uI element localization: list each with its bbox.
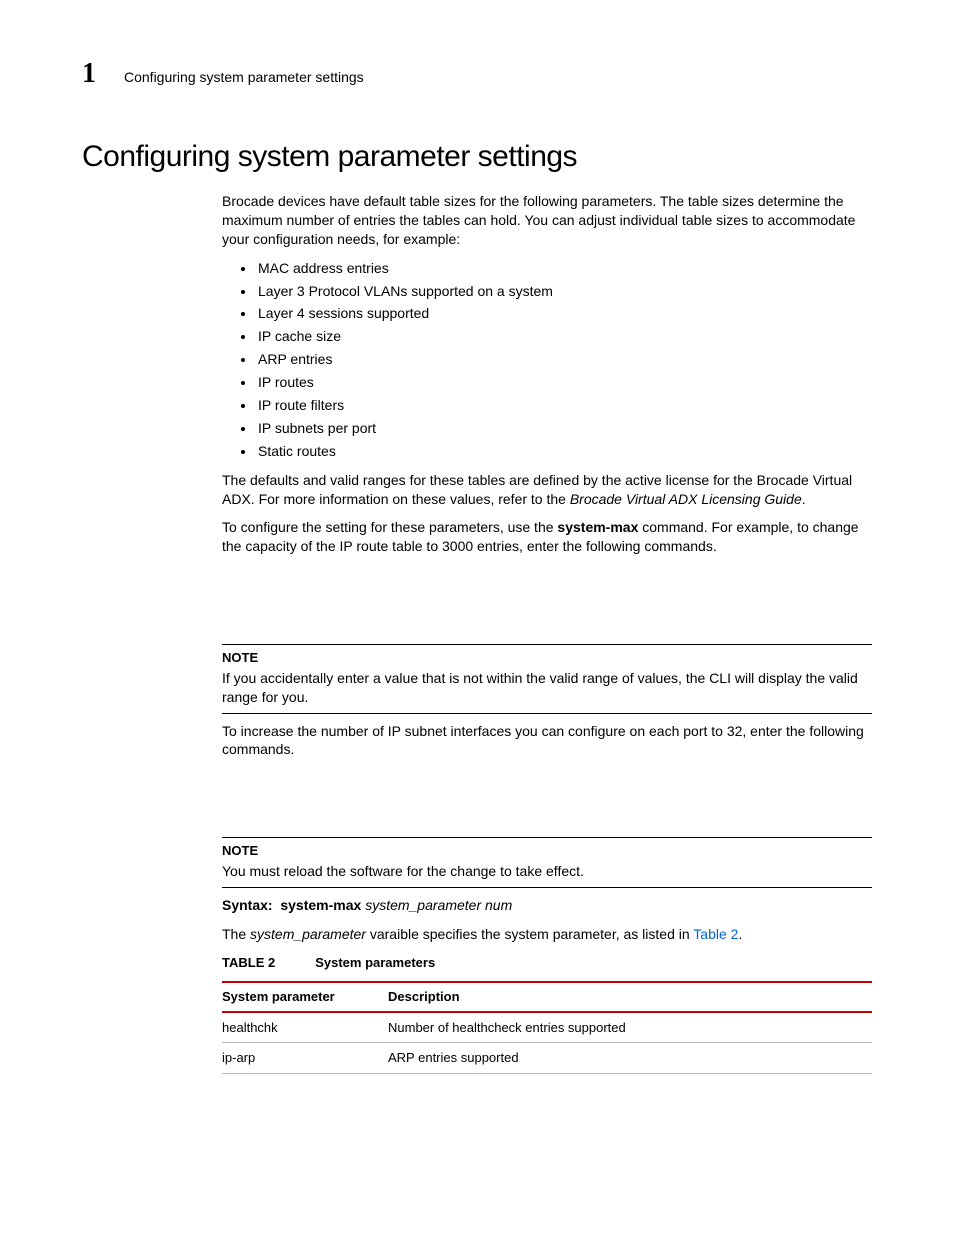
column-header: Description xyxy=(388,982,872,1012)
table-cell: ip-arp xyxy=(222,1043,388,1074)
table-row: ip-arp ARP entries supported xyxy=(222,1043,872,1074)
note-label: NOTE xyxy=(222,842,872,860)
rule xyxy=(222,644,872,645)
table-row: healthchk Number of healthcheck entries … xyxy=(222,1012,872,1043)
running-header: 1 Configuring system parameter settings xyxy=(82,58,872,90)
system-parameters-table: System parameter Description healthchk N… xyxy=(222,981,872,1074)
note-text: You must reload the software for the cha… xyxy=(222,862,872,881)
table-cell: ARP entries supported xyxy=(388,1043,872,1074)
chapter-number: 1 xyxy=(82,58,96,90)
rule xyxy=(222,837,872,838)
text-run: To configure the setting for these param… xyxy=(222,519,557,535)
rule xyxy=(222,887,872,888)
defaults-paragraph: The defaults and valid ranges for these … xyxy=(222,471,872,509)
syntax-line: Syntax: system-max system_parameter num xyxy=(222,896,872,915)
command-name: system-max xyxy=(557,519,638,535)
syntax-args: system_parameter num xyxy=(365,897,512,913)
table-cell: healthchk xyxy=(222,1012,388,1043)
running-title: Configuring system parameter settings xyxy=(124,69,364,85)
spacer xyxy=(222,769,872,819)
page: 1 Configuring system parameter settings … xyxy=(0,0,954,1235)
text-run: . xyxy=(738,926,742,942)
text-run: The xyxy=(222,926,250,942)
syntax-command: system-max xyxy=(280,897,361,913)
list-item: Layer 3 Protocol VLANs supported on a sy… xyxy=(256,282,872,301)
note-text: If you accidentally enter a value that i… xyxy=(222,669,872,707)
table-caption: TABLE 2 System parameters xyxy=(222,954,872,972)
table-xref-link[interactable]: Table 2 xyxy=(693,926,738,942)
spacer xyxy=(222,566,872,626)
table-header-row: System parameter Description xyxy=(222,982,872,1012)
text-run: . xyxy=(802,491,806,507)
doc-title-italic: Brocade Virtual ADX Licensing Guide xyxy=(570,491,802,507)
column-header: System parameter xyxy=(222,982,388,1012)
note-block: NOTE You must reload the software for th… xyxy=(222,837,872,887)
system-parameter-paragraph: The system_parameter varaible specifies … xyxy=(222,925,872,944)
table-title: System parameters xyxy=(315,955,435,970)
table-label: TABLE 2 xyxy=(222,955,275,970)
variable-name: system_parameter xyxy=(250,926,366,942)
section-title: Configuring system parameter settings xyxy=(82,140,872,174)
table-cell: Number of healthcheck entries supported xyxy=(388,1012,872,1043)
note-label: NOTE xyxy=(222,649,872,667)
note-block: NOTE If you accidentally enter a value t… xyxy=(222,644,872,713)
list-item: MAC address entries xyxy=(256,259,872,278)
intro-paragraph: Brocade devices have default table sizes… xyxy=(222,192,872,249)
body-content: Brocade devices have default table sizes… xyxy=(222,192,872,1074)
text-run: varaible specifies the system parameter,… xyxy=(366,926,693,942)
list-item: ARP entries xyxy=(256,350,872,369)
increase-paragraph: To increase the number of IP subnet inte… xyxy=(222,722,872,760)
parameter-list: MAC address entries Layer 3 Protocol VLA… xyxy=(222,259,872,461)
list-item: Static routes xyxy=(256,442,872,461)
list-item: IP cache size xyxy=(256,327,872,346)
list-item: IP subnets per port xyxy=(256,419,872,438)
list-item: IP route filters xyxy=(256,396,872,415)
syntax-label: Syntax: xyxy=(222,897,273,913)
rule xyxy=(222,713,872,714)
configure-paragraph: To configure the setting for these param… xyxy=(222,518,872,556)
list-item: Layer 4 sessions supported xyxy=(256,304,872,323)
list-item: IP routes xyxy=(256,373,872,392)
